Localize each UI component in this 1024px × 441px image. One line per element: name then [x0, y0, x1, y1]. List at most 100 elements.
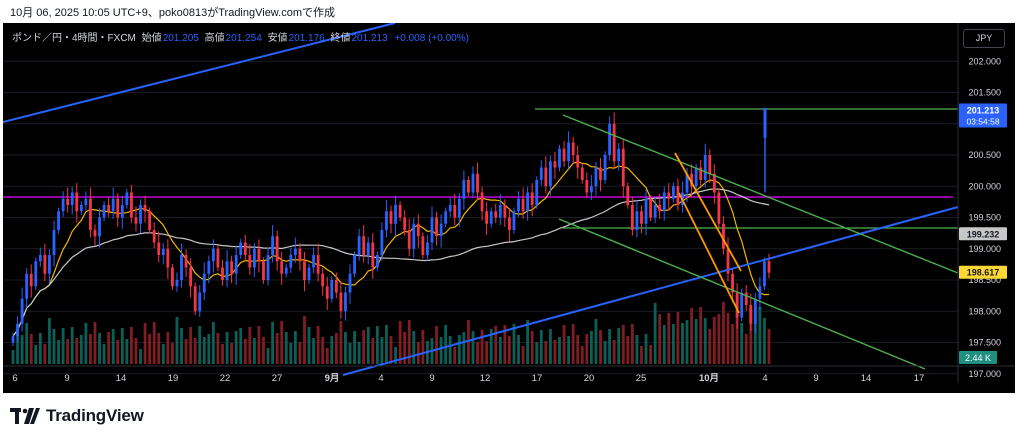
volume-bar — [635, 335, 639, 364]
candle — [562, 148, 566, 162]
candle — [430, 217, 434, 243]
price-tick-label: 198.000 — [968, 306, 1001, 316]
candle — [129, 192, 133, 218]
volume-bar — [348, 343, 352, 364]
candle — [671, 186, 675, 199]
volume-bar — [303, 316, 306, 364]
volume-bar — [444, 325, 448, 364]
volume-bar — [307, 327, 311, 364]
tradingview-brand[interactable]: TradingView — [10, 405, 144, 427]
candle — [426, 242, 429, 255]
blue-trendline-upper[interactable] — [3, 23, 396, 123]
price-tick-label: 199.000 — [968, 244, 1001, 254]
volume-bar — [653, 303, 657, 364]
volume-bar — [148, 334, 152, 364]
candle — [280, 261, 284, 274]
volume-bar — [275, 333, 279, 364]
candle — [717, 192, 721, 224]
volume-bar — [526, 320, 530, 364]
green-channel-lower[interactable] — [558, 218, 926, 370]
volume-bar — [43, 344, 47, 364]
candle — [316, 255, 320, 274]
volume-bar — [375, 326, 379, 364]
candle — [708, 155, 712, 174]
price-chart[interactable]: 202.000201.500201.000200.500200.000199.5… — [3, 23, 1015, 393]
price-tick-label: 199.500 — [968, 213, 1001, 223]
volume-bar — [316, 326, 320, 364]
blue-trendline-lower[interactable] — [342, 206, 959, 376]
volume-bar — [708, 329, 712, 364]
candle — [467, 180, 470, 193]
price-tick-label: 198.500 — [968, 275, 1001, 285]
candle — [471, 173, 475, 193]
volume-bar — [485, 341, 489, 364]
candle — [375, 255, 379, 268]
volume-bar — [580, 346, 584, 364]
candle — [293, 248, 297, 255]
candle — [120, 205, 124, 218]
volume-bar — [84, 323, 88, 364]
volume-label-text: 2.44 K — [965, 353, 991, 363]
volume-bar — [703, 318, 707, 364]
volume-bar — [298, 342, 302, 364]
volume-bar — [567, 336, 571, 364]
candle — [20, 298, 24, 324]
candle — [703, 155, 707, 180]
volume-bar — [134, 338, 138, 364]
time-tick-label: 25 — [636, 373, 647, 384]
candle — [98, 217, 101, 237]
volume-bar — [589, 331, 593, 364]
volume-bar — [116, 340, 120, 364]
candle — [457, 198, 461, 218]
volume-bar — [325, 348, 329, 364]
orange-trendline-2[interactable] — [678, 192, 740, 314]
close-label: 終値 — [330, 33, 351, 44]
candle — [626, 186, 630, 205]
candle — [357, 236, 361, 255]
volume-bar — [407, 320, 411, 364]
volume-bar — [744, 334, 748, 364]
candle — [75, 192, 79, 212]
candle — [344, 292, 347, 312]
volume-bar — [143, 323, 147, 364]
volume-bar — [29, 334, 33, 364]
green-channel-upper[interactable] — [562, 114, 959, 274]
volume-bar — [416, 342, 420, 364]
volume-bar — [658, 314, 662, 364]
candle — [89, 198, 92, 230]
volume-bar — [221, 344, 224, 364]
time-tick-label: 17 — [914, 373, 925, 384]
volume-bar — [161, 344, 165, 364]
volume-bar — [385, 325, 388, 364]
volume-bar — [462, 332, 466, 364]
volume-bar — [75, 338, 79, 364]
orange-trendline-1[interactable] — [674, 152, 742, 272]
candle — [726, 248, 730, 274]
volume-bar — [649, 345, 653, 364]
volume-bar — [662, 325, 666, 364]
volume-bar — [749, 308, 753, 364]
candle — [225, 261, 229, 280]
candle — [412, 223, 416, 249]
volume-bar — [339, 321, 343, 364]
candle — [266, 255, 270, 280]
candle — [485, 211, 489, 224]
volume-bar — [371, 338, 375, 364]
candle — [731, 273, 734, 293]
candle — [644, 198, 648, 224]
volume-bar — [257, 326, 261, 364]
volume-bar — [576, 335, 580, 364]
candle — [553, 161, 557, 168]
volume-bar — [503, 325, 507, 364]
volume-bar — [681, 323, 684, 364]
volume-bar — [630, 324, 634, 364]
volume-bar — [530, 331, 534, 364]
price-axis: 202.000201.500201.000200.500200.000199.5… — [957, 23, 1007, 383]
volume-bar — [717, 314, 721, 364]
symbol-title: ポンド／円・4時間・FXCM — [12, 33, 136, 44]
volume-bar — [412, 331, 416, 364]
currency-button[interactable]: JPY — [963, 29, 1005, 48]
candle — [576, 155, 580, 168]
volume-bar — [321, 337, 325, 364]
chart-panel[interactable]: 202.000201.500201.000200.500200.000199.5… — [3, 23, 1015, 393]
